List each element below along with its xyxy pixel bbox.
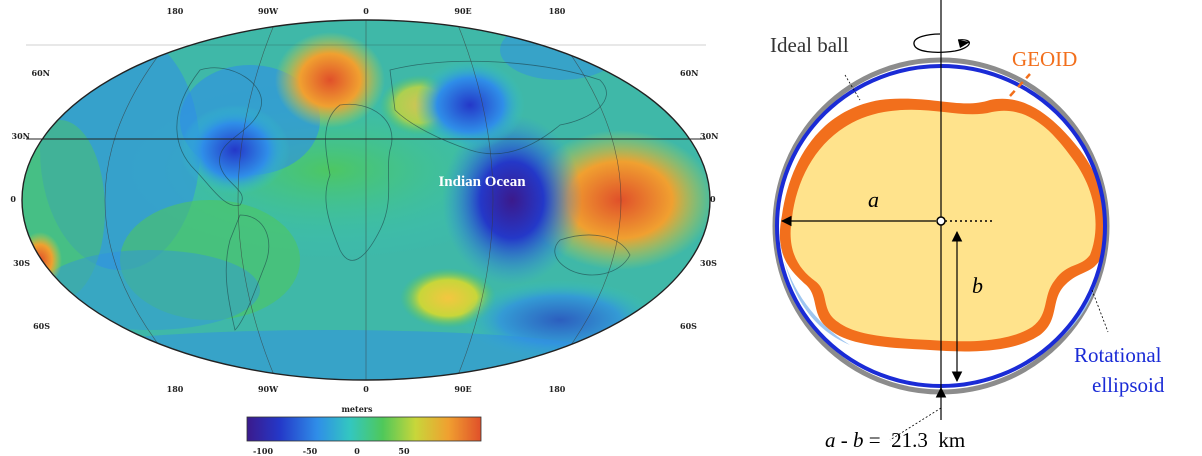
map-left-lat-label: 60S — [33, 321, 50, 331]
ellipsoid-label-line1: Rotational — [1074, 343, 1162, 367]
map-left-lat-label: 0 — [10, 194, 16, 204]
colorbar-tick: -100 — [253, 446, 273, 456]
difference-equation: a - b = 21.3 km — [825, 428, 965, 452]
map-left-lat-label: 30N — [12, 131, 30, 141]
colorbar-tick: -50 — [303, 446, 318, 456]
ellipsoid-label-line2: ellipsoid — [1092, 373, 1165, 397]
map-left-lat-label: 30S — [13, 258, 30, 268]
map-right-lat-label: 0 — [710, 194, 716, 204]
colorbar-tick: 0 — [354, 446, 360, 456]
map-right-lat-label: 60S — [680, 321, 697, 331]
map-top-lon-label: 90W — [258, 6, 279, 16]
map-bottom-lon-label: 90E — [454, 384, 471, 394]
colorbar-tick: 50 — [398, 446, 410, 456]
geoid-map: 180 90W 0 90E 180 180 90W 0 90E 180 60N … — [10, 6, 718, 456]
semi-minor-axis-label: b — [972, 273, 983, 298]
map-top-lon-label: 90E — [454, 6, 471, 16]
map-right-lat-label: 30S — [700, 258, 717, 268]
earth-figure: Ideal ball GEOID a b Rotational ellipsoi… — [770, 0, 1165, 452]
ideal-ball-label: Ideal ball — [770, 33, 849, 57]
map-right-lat-label: 30N — [700, 131, 718, 141]
geoid-label: GEOID — [1012, 47, 1077, 71]
rotation-arrow-icon — [913, 33, 970, 53]
colorbar: meters -100 -50 0 50 — [246, 404, 482, 456]
colorbar-title: meters — [341, 404, 373, 414]
indian-ocean-label: Indian Ocean — [438, 174, 526, 190]
map-top-lon-label: 180 — [167, 6, 184, 16]
map-top-lon-label: 0 — [363, 6, 369, 16]
map-right-lat-label: 60N — [680, 68, 698, 78]
map-top-lon-label: 180 — [549, 6, 566, 16]
map-bottom-lon-label: 90W — [258, 384, 279, 394]
map-bottom-lon-label: 180 — [549, 384, 566, 394]
map-left-lat-label: 60N — [32, 68, 50, 78]
semi-major-axis-label: a — [868, 187, 879, 212]
geoid-fill — [790, 109, 1096, 342]
map-bottom-lon-label: 180 — [167, 384, 184, 394]
map-bottom-lon-label: 0 — [363, 384, 369, 394]
